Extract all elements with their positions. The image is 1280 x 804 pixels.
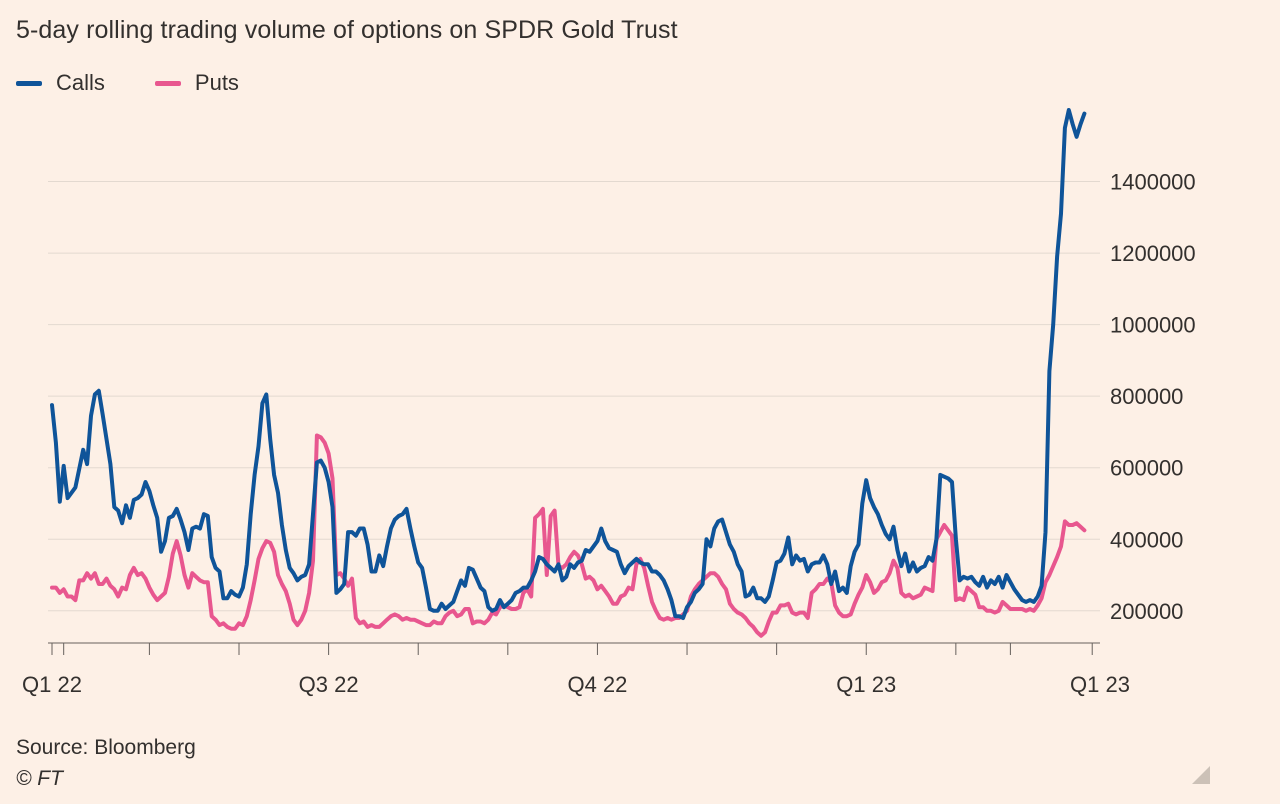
y-tick-label: 600000 <box>1110 456 1183 481</box>
y-tick-label: 400000 <box>1110 527 1183 552</box>
legend-item-calls: Calls <box>16 70 105 96</box>
series-line-calls <box>50 108 1087 620</box>
legend-label-calls: Calls <box>56 70 105 95</box>
chart-legend: Calls Puts <box>16 70 289 96</box>
source-note: Source: Bloomberg <box>16 736 196 759</box>
legend-label-puts: Puts <box>194 70 239 95</box>
legend-swatch-calls <box>16 80 42 86</box>
x-tick-label: Q3 22 <box>299 672 359 697</box>
y-tick-label: 800000 <box>1110 384 1183 409</box>
chart-title: 5-day rolling trading volume of options … <box>16 16 678 44</box>
series-line-puts <box>50 433 1087 638</box>
x-tick-label: Q1 23 <box>836 672 896 697</box>
x-tick-label: Q1 23 <box>1070 672 1130 697</box>
y-tick-label: 1400000 <box>1110 170 1196 195</box>
x-tick-label: Q4 22 <box>567 672 627 697</box>
y-tick-label: 1000000 <box>1110 313 1196 338</box>
y-tick-label: 200000 <box>1110 599 1183 624</box>
resize-handle-icon[interactable] <box>1192 766 1210 784</box>
x-tick-label: Q1 22 <box>22 672 82 697</box>
copyright-note: © FT <box>16 767 63 790</box>
legend-swatch-puts <box>154 80 181 86</box>
y-tick-label: 1200000 <box>1110 241 1196 266</box>
legend-item-puts: Puts <box>154 70 239 96</box>
